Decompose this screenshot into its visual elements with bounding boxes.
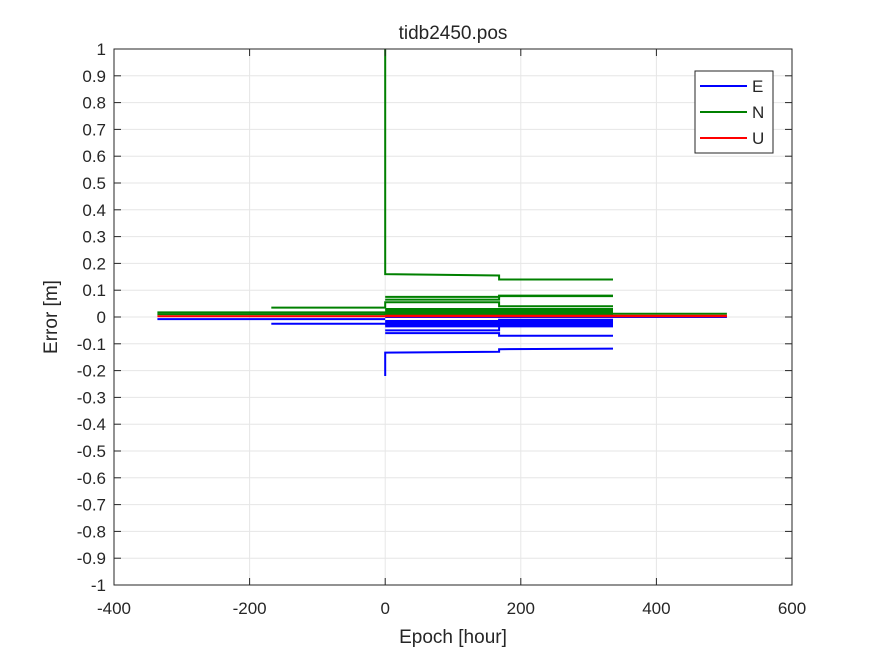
series-e-line: [384, 347, 614, 376]
x-tick-label: 200: [507, 599, 535, 618]
y-tick-label: -0.3: [77, 388, 106, 407]
y-tick-label: 0.5: [82, 174, 106, 193]
legend-label-n: N: [752, 103, 764, 122]
x-tick-label: -200: [233, 599, 267, 618]
y-tick-label: 0.7: [82, 120, 106, 139]
y-tick-label: -0.1: [77, 335, 106, 354]
x-tick-label: 0: [380, 599, 389, 618]
y-tick-label: 0.3: [82, 228, 106, 247]
y-tick-label: -0.7: [77, 496, 106, 515]
series-layer: [157, 49, 727, 376]
series-e: [157, 316, 727, 376]
series-e-line: [385, 332, 613, 337]
x-tick-labels: -400 -200 0 200 400 600: [97, 599, 806, 618]
y-tick-label: 0.9: [82, 67, 106, 86]
series-n-line: [157, 311, 613, 314]
series-n: [157, 49, 727, 316]
y-tick-label: 0.8: [82, 94, 106, 113]
y-tick-label: -0.2: [77, 362, 106, 381]
series-n-line: [271, 301, 613, 309]
x-tick-label: 400: [642, 599, 670, 618]
y-tick-label: -0.6: [77, 469, 106, 488]
y-tick-label: 0.6: [82, 147, 106, 166]
y-tick-label: -0.9: [77, 549, 106, 568]
x-axis-label: Epoch [hour]: [399, 627, 507, 648]
chart-title: tidb2450.pos: [399, 23, 508, 44]
y-tick-label: -1: [91, 576, 106, 595]
series-n-line: [385, 295, 613, 298]
legend-label-u: U: [752, 129, 764, 148]
y-tick-label: 0.4: [82, 201, 106, 220]
series-u: [157, 314, 727, 318]
legend: E N U: [694, 70, 774, 154]
x-tick-label: -400: [97, 599, 131, 618]
y-tick-label: -0.4: [77, 415, 106, 434]
y-tick-label: 0.1: [82, 281, 106, 300]
y-tick-label: 0.2: [82, 254, 106, 273]
y-tick-label: -0.5: [77, 442, 106, 461]
y-tick-label: 1: [97, 40, 106, 59]
series-n-line: [384, 49, 613, 281]
legend-label-e: E: [752, 77, 763, 96]
x-tick-label: 600: [778, 599, 806, 618]
y-axis-label: Error [m]: [41, 280, 62, 354]
ticks: [113, 48, 793, 586]
y-tick-label: -0.8: [77, 522, 106, 541]
y-tick-label: 0: [97, 308, 106, 327]
series-e-line: [385, 324, 613, 332]
y-tick-labels: 1 0.9 0.8 0.7 0.6 0.5 0.4 0.3 0.2 0.1 0 -0.1 -0.2 -0.…: [77, 40, 106, 595]
